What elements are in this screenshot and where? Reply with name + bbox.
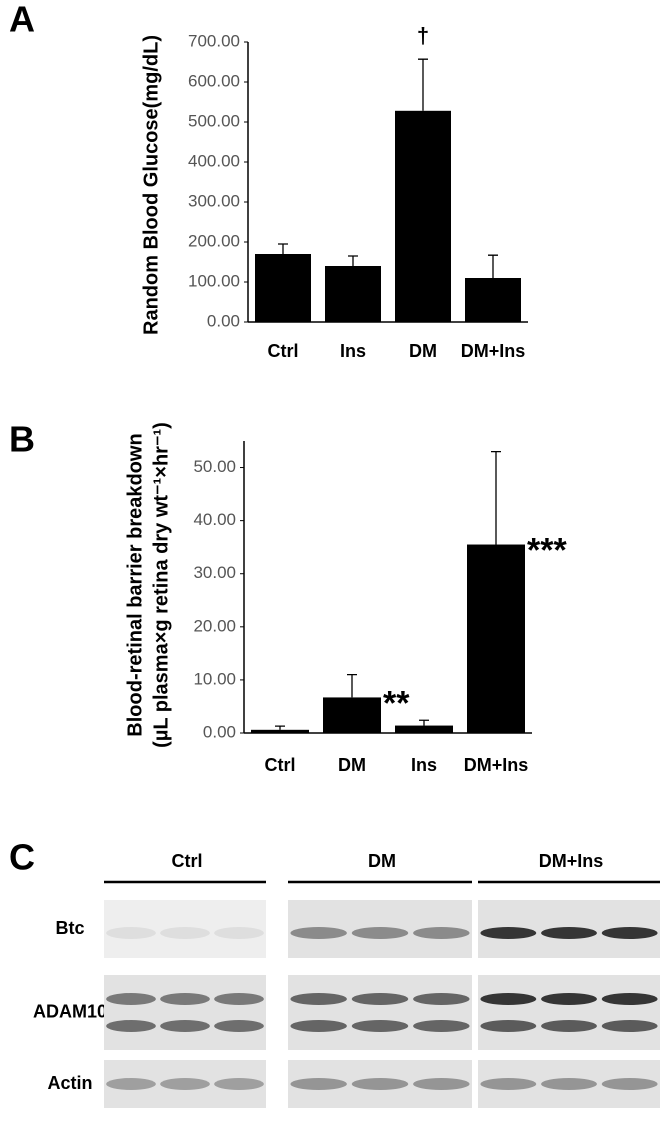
blot-band — [106, 1020, 156, 1032]
blot-band — [480, 927, 537, 939]
y-tick-label: 100.00 — [188, 271, 240, 290]
panel-label: B — [9, 419, 35, 460]
blot-band — [541, 927, 597, 939]
row-label: Actin — [48, 1073, 93, 1093]
group-label: DM — [368, 851, 396, 871]
panel-label: A — [9, 0, 35, 40]
y-tick-label: 30.00 — [193, 563, 236, 582]
row-label: ADAM10 — [33, 1001, 107, 1021]
blot-band — [160, 993, 210, 1005]
y-axis-label: Blood-retinal barrier breakdown — [124, 433, 146, 736]
group-label: DM+Ins — [539, 851, 604, 871]
blot-band — [160, 1078, 210, 1090]
bar — [465, 278, 521, 322]
y-tick-label: 700.00 — [188, 31, 240, 50]
y-tick-label: 500.00 — [188, 111, 240, 130]
blot-band — [601, 993, 658, 1005]
blot-band — [351, 993, 409, 1005]
y-tick-label: 200.00 — [188, 231, 240, 250]
error-bar — [347, 673, 357, 698]
x-tick-label: DM — [338, 755, 366, 775]
panel-label: C — [9, 837, 35, 878]
y-tick-label: 300.00 — [188, 191, 240, 210]
blot-band — [160, 927, 210, 939]
error-bar — [278, 243, 288, 254]
y-tick-label: 50.00 — [193, 457, 236, 476]
blot-band — [480, 1078, 537, 1090]
bar — [251, 729, 309, 733]
bar — [395, 110, 451, 322]
bar — [395, 725, 453, 733]
blot-band — [541, 993, 597, 1005]
bar — [323, 697, 381, 733]
y-tick-label: 40.00 — [193, 510, 236, 529]
y-tick-label: 10.00 — [193, 669, 236, 688]
blot-band — [413, 1078, 470, 1090]
bar — [255, 254, 311, 322]
blot-background — [104, 1060, 266, 1108]
blot-band — [480, 993, 537, 1005]
blot-background — [288, 900, 472, 958]
error-bar — [348, 255, 358, 266]
error-bar — [491, 450, 501, 545]
bar — [467, 544, 525, 733]
annotation: ** — [383, 684, 410, 722]
blot-band — [106, 927, 156, 939]
blot-band — [351, 927, 409, 939]
blot-background — [288, 1060, 472, 1108]
blot-band — [413, 993, 470, 1005]
y-tick-label: 20.00 — [193, 616, 236, 635]
blot-background — [478, 975, 660, 1050]
annotation: † — [417, 23, 429, 48]
blot-band — [601, 1078, 658, 1090]
y-tick-label: 400.00 — [188, 151, 240, 170]
blot-band — [290, 1020, 347, 1032]
x-tick-label: Ctrl — [265, 755, 296, 775]
blot-band — [413, 927, 470, 939]
bar — [325, 266, 381, 322]
y-tick-label: 0.00 — [207, 311, 240, 330]
x-tick-label: Ins — [411, 755, 437, 775]
error-bar — [275, 725, 285, 730]
blot-band — [214, 1020, 264, 1032]
blot-band — [290, 993, 347, 1005]
blot-band — [601, 1020, 658, 1032]
blot-band — [214, 927, 264, 939]
x-tick-label: Ins — [340, 341, 366, 361]
error-bar — [418, 58, 428, 111]
blot-band — [351, 1020, 409, 1032]
blot-background — [104, 975, 266, 1050]
blot-band — [214, 993, 264, 1005]
x-tick-label: Ctrl — [268, 341, 299, 361]
blot-band — [290, 1078, 347, 1090]
blot-band — [290, 927, 347, 939]
error-bar — [419, 719, 429, 726]
blot-band — [106, 993, 156, 1005]
blot-band — [214, 1078, 264, 1090]
blot-band — [351, 1078, 409, 1090]
x-tick-label: DM+Ins — [464, 755, 529, 775]
y-axis-label: Random Blood Glucose(mg/dL) — [140, 35, 162, 335]
x-tick-label: DM — [409, 341, 437, 361]
blot-band — [413, 1020, 470, 1032]
error-bar — [488, 254, 498, 278]
y-tick-label: 600.00 — [188, 71, 240, 90]
group-label: Ctrl — [172, 851, 203, 871]
annotation: *** — [527, 532, 567, 570]
blot-band — [160, 1020, 210, 1032]
blot-band — [480, 1020, 537, 1032]
blot-background — [478, 1060, 660, 1108]
y-tick-label: 0.00 — [203, 722, 236, 741]
blot-background — [104, 900, 266, 958]
row-label: Btc — [55, 918, 84, 938]
blot-band — [541, 1020, 597, 1032]
x-tick-label: DM+Ins — [461, 341, 526, 361]
y-axis-label: (µL plasma×g retina dry wt⁻¹×hr⁻¹) — [150, 422, 172, 748]
blot-band — [106, 1078, 156, 1090]
blot-band — [601, 927, 658, 939]
blot-background — [288, 975, 472, 1050]
blot-band — [541, 1078, 597, 1090]
